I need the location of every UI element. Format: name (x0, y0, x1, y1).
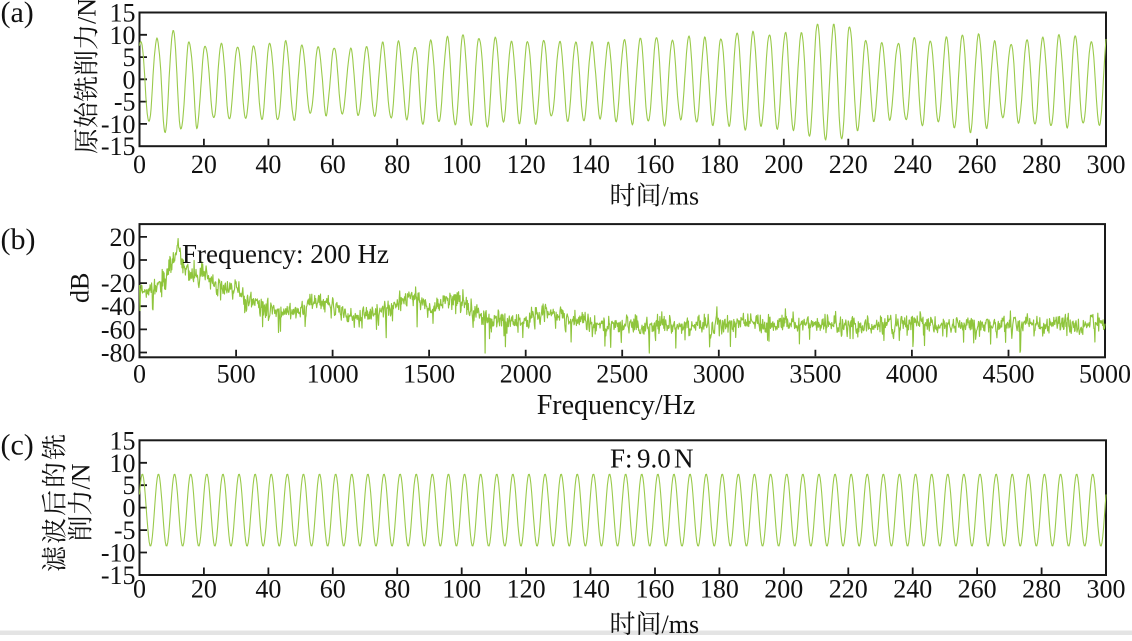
svg-text:300: 300 (1087, 150, 1126, 179)
svg-text:140: 140 (571, 150, 610, 179)
svg-text:2500: 2500 (596, 360, 648, 389)
svg-text:180: 180 (700, 150, 739, 179)
svg-text:(b): (b) (1, 223, 36, 256)
svg-text:20: 20 (191, 575, 217, 604)
svg-text:60: 60 (320, 150, 346, 179)
svg-text:180: 180 (700, 575, 739, 604)
svg-text:20: 20 (110, 223, 136, 252)
svg-text:-20: -20 (101, 269, 136, 298)
svg-text:-40: -40 (101, 292, 136, 321)
svg-text:9.0: 9.0 (637, 444, 671, 474)
svg-text:15: 15 (110, 0, 136, 28)
svg-text:120: 120 (507, 150, 546, 179)
svg-text:5000: 5000 (1079, 360, 1131, 389)
svg-text:-10: -10 (101, 110, 136, 139)
svg-text:160: 160 (636, 150, 675, 179)
svg-text:0: 0 (133, 150, 146, 179)
svg-text:-80: -80 (101, 339, 136, 368)
svg-text:0: 0 (123, 246, 136, 275)
svg-text:60: 60 (320, 575, 346, 604)
svg-text:/ms: /ms (662, 182, 700, 211)
svg-text:(a): (a) (1, 0, 34, 29)
svg-text:280: 280 (1022, 575, 1061, 604)
svg-text:140: 140 (571, 575, 610, 604)
svg-text:3500: 3500 (789, 360, 841, 389)
svg-text:2000: 2000 (500, 360, 552, 389)
svg-text:0: 0 (123, 494, 136, 523)
svg-text:(c): (c) (1, 429, 34, 462)
svg-text:500: 500 (217, 360, 256, 389)
svg-text:260: 260 (958, 575, 997, 604)
svg-text:80: 80 (384, 575, 410, 604)
svg-text:-15: -15 (101, 561, 136, 590)
svg-text:100: 100 (442, 150, 481, 179)
svg-text:5: 5 (123, 43, 136, 72)
svg-text:80: 80 (384, 150, 410, 179)
svg-text:4000: 4000 (886, 360, 938, 389)
svg-text:-15: -15 (101, 132, 136, 161)
svg-text:220: 220 (829, 575, 868, 604)
svg-text:Frequency/Hz: Frequency/Hz (537, 390, 696, 421)
svg-text:-5: -5 (114, 88, 136, 117)
svg-text:280: 280 (1022, 150, 1061, 179)
svg-text:4500: 4500 (983, 360, 1035, 389)
svg-text:0: 0 (123, 65, 136, 94)
svg-text:100: 100 (442, 575, 481, 604)
svg-text:1000: 1000 (307, 360, 359, 389)
svg-text:-5: -5 (114, 516, 136, 545)
svg-text:15: 15 (110, 426, 136, 455)
svg-text:240: 240 (893, 150, 932, 179)
svg-text:10: 10 (110, 21, 136, 50)
svg-text:N: N (674, 444, 694, 474)
svg-text:dB: dB (66, 273, 95, 303)
svg-text:-10: -10 (101, 539, 136, 568)
svg-text:40: 40 (255, 575, 281, 604)
svg-text:260: 260 (958, 150, 997, 179)
svg-text:200: 200 (764, 150, 803, 179)
svg-text:160: 160 (636, 575, 675, 604)
svg-text:5: 5 (123, 471, 136, 500)
svg-text:0: 0 (133, 360, 146, 389)
svg-text:-60: -60 (101, 315, 136, 344)
svg-text:40: 40 (255, 150, 281, 179)
svg-text:1500: 1500 (403, 360, 455, 389)
svg-text:10: 10 (110, 449, 136, 478)
svg-text:/N: /N (73, 0, 102, 24)
svg-text:20: 20 (191, 150, 217, 179)
svg-text:3000: 3000 (693, 360, 745, 389)
svg-text:Frequency: 200 Hz: Frequency: 200 Hz (182, 239, 389, 269)
svg-text:240: 240 (893, 575, 932, 604)
svg-text:300: 300 (1087, 575, 1126, 604)
svg-text:/ms: /ms (662, 610, 700, 636)
svg-text:0: 0 (133, 575, 146, 604)
svg-text:120: 120 (507, 575, 546, 604)
svg-text:F:: F: (610, 444, 633, 474)
svg-text:200: 200 (764, 575, 803, 604)
svg-text:/N: /N (67, 463, 96, 489)
svg-text:220: 220 (829, 150, 868, 179)
